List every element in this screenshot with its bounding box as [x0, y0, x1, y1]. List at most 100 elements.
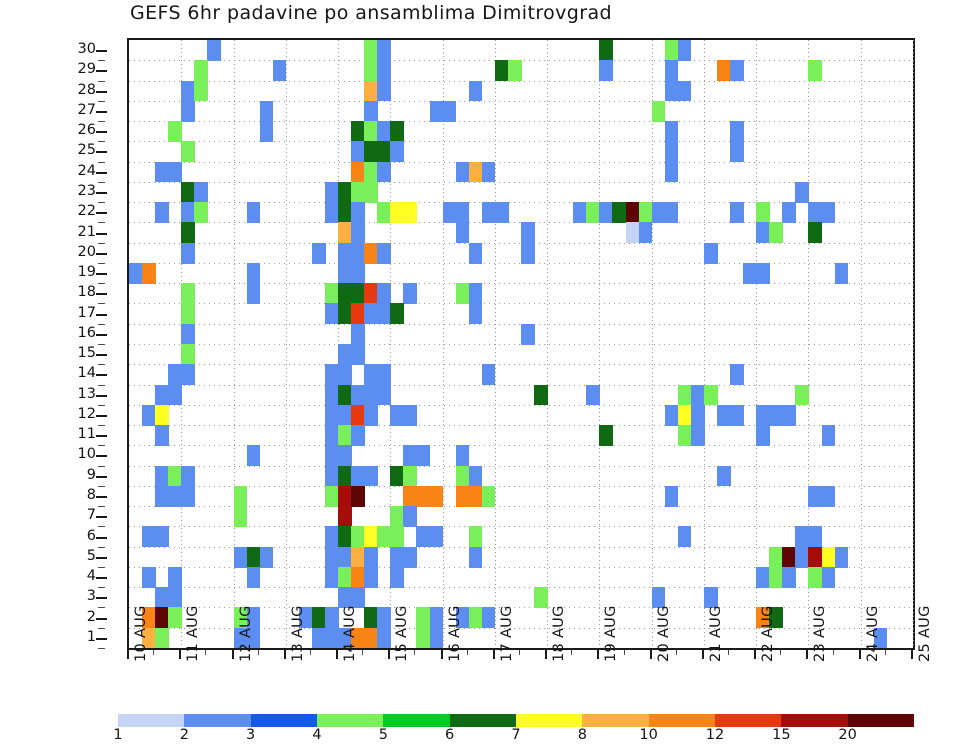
heatmap-cell: [494, 60, 509, 82]
y-axis-minor-tick: [98, 181, 105, 183]
heatmap-cell: [377, 384, 391, 406]
x-axis-minor-tick: [466, 650, 468, 655]
heatmap-cell: [364, 161, 378, 183]
heatmap-cell: [638, 222, 653, 244]
heatmap-cell: [429, 607, 444, 629]
colorbar-segment: [449, 714, 516, 727]
heatmap-cell: [377, 80, 391, 102]
y-axis-label: 9: [86, 466, 96, 483]
y-axis-minor-tick: [98, 526, 105, 528]
heatmap-cell: [730, 404, 744, 426]
heatmap-cell: [690, 384, 705, 406]
x-axis-label: 17 AUG: [498, 605, 515, 662]
heatmap-cell: [364, 404, 378, 426]
heatmap-cell: [677, 526, 692, 548]
heatmap-cell: [664, 202, 679, 223]
y-axis-tick: [96, 354, 107, 357]
heatmap-cell: [155, 161, 169, 183]
heatmap-cell: [717, 465, 731, 487]
heatmap-cell: [168, 587, 182, 609]
heatmap-cell: [325, 607, 339, 629]
heatmap-cell: [364, 40, 378, 61]
heatmap-cell: [677, 384, 692, 406]
heatmap-cell: [142, 607, 156, 629]
y-axis-tick: [96, 273, 107, 276]
x-axis-tick: [336, 650, 339, 659]
heatmap-cell: [756, 425, 770, 446]
y-axis-tick: [96, 131, 107, 134]
heatmap-cell: [377, 40, 391, 61]
heatmap-cell: [364, 566, 378, 588]
heatmap-cell: [364, 181, 378, 203]
x-axis-label: 24 AUG: [864, 605, 881, 662]
heatmap-cell: [377, 242, 391, 264]
heatmap-cell: [808, 485, 823, 507]
heatmap-cell: [468, 80, 483, 102]
heatmap-cell: [181, 465, 195, 487]
y-axis-label: 22: [77, 203, 96, 220]
heatmap-cell: [181, 80, 195, 102]
page-title: GEFS 6hr padavine po ansamblima Dimitrov…: [130, 2, 612, 24]
heatmap-cell: [377, 202, 391, 223]
y-axis-label: 23: [77, 183, 96, 199]
heatmap-cell: [168, 607, 182, 629]
y-axis-label: 3: [86, 588, 96, 605]
heatmap-cell: [808, 202, 823, 223]
y-axis-label: 24: [77, 162, 96, 179]
heatmap-cell: [481, 161, 496, 183]
heatmap-cell: [351, 566, 365, 588]
heatmap-cell: [338, 445, 352, 467]
colorbar-tick-label: 5: [378, 727, 388, 743]
heatmap-cell: [481, 202, 496, 223]
heatmap-cell: [821, 202, 836, 223]
heatmap-cell: [168, 384, 182, 406]
heatmap-cells: [129, 40, 913, 648]
heatmap-cell: [377, 303, 391, 325]
heatmap-cell: [155, 627, 169, 648]
heatmap-cell: [808, 526, 823, 548]
heatmap-cell: [586, 384, 600, 406]
heatmap-cell: [364, 364, 378, 386]
heatmap-cell: [743, 262, 757, 284]
colorbar-tick-label: 7: [511, 727, 521, 743]
heatmap-cell: [756, 222, 770, 244]
heatmap-cell: [599, 60, 614, 82]
y-axis-tick: [96, 293, 107, 296]
heatmap-cell: [246, 445, 261, 467]
heatmap-cell: [272, 60, 287, 82]
x-axis-label: 16 AUG: [446, 605, 463, 662]
y-axis-tick: [96, 455, 107, 458]
heatmap-cell: [808, 60, 823, 82]
heatmap-cell: [364, 627, 378, 648]
heatmap-cell: [455, 222, 470, 244]
y-axis-label: 19: [77, 264, 96, 281]
y-axis-minor-tick: [98, 344, 105, 345]
y-axis-minor-tick: [98, 506, 105, 508]
y-axis-tick: [96, 90, 107, 93]
heatmap-cell: [586, 202, 600, 223]
heatmap-cell: [364, 283, 378, 305]
heatmap-cell: [311, 607, 326, 629]
x-axis-minor-tick: [623, 650, 625, 655]
colorbar-tick-label: 15: [772, 727, 791, 743]
heatmap-cell: [325, 485, 339, 507]
y-axis-minor-tick: [98, 222, 105, 224]
heatmap-cell: [573, 202, 587, 223]
heatmap-cell: [338, 546, 352, 568]
heatmap-cell: [808, 222, 823, 244]
heatmap-cell: [403, 546, 418, 568]
y-axis-label: 20: [77, 243, 96, 260]
heatmap-cell: [142, 404, 156, 426]
heatmap-cell: [338, 465, 352, 487]
y-axis-minor-tick: [98, 485, 105, 487]
y-axis-label: 14: [77, 365, 96, 382]
heatmap-cell: [377, 141, 391, 163]
heatmap-cell: [730, 121, 744, 142]
x-axis-label: 10 AUG: [133, 605, 149, 662]
heatmap-cell: [455, 607, 470, 629]
heatmap-cell: [403, 465, 418, 487]
heatmap-cell: [338, 506, 352, 527]
heatmap-cell: [168, 465, 182, 487]
heatmap-cell: [429, 485, 444, 507]
heatmap-cell: [795, 181, 810, 203]
